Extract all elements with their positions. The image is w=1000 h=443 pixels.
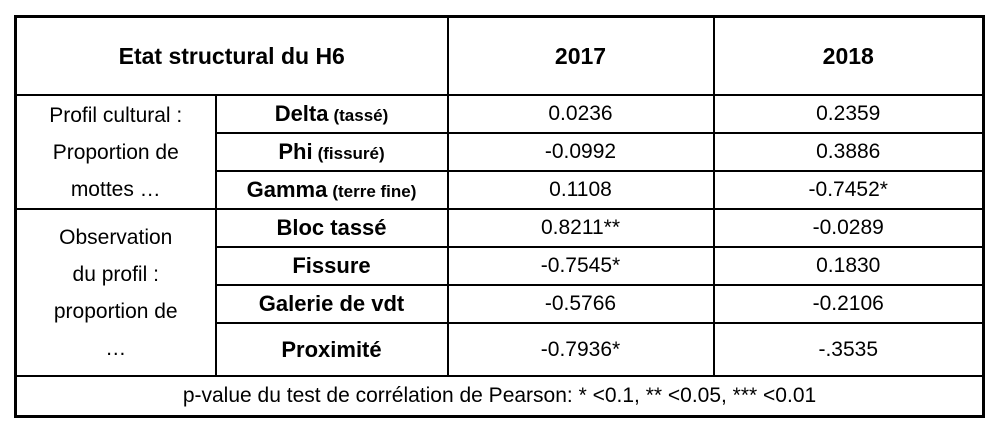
value-2017: -0.0992 — [446, 132, 715, 172]
column-header-2018: 2018 — [712, 15, 985, 96]
variable-cell-gamma: Gamma (terre fine) — [214, 170, 449, 210]
value-2017: 0.0236 — [446, 94, 715, 134]
value-2018: -0.7452* — [712, 170, 985, 210]
group-label-observation-profil: Observation du profil : proportion de … — [14, 208, 217, 377]
value-2018: -.3535 — [712, 322, 985, 377]
variable-name: Delta — [274, 101, 329, 126]
pvalue-legend: p-value du test de corrélation de Pearso… — [14, 375, 985, 418]
value-2017: -0.7545* — [446, 246, 715, 286]
variable-name: Fissure — [292, 253, 371, 278]
footer-row: p-value du test de corrélation de Pearso… — [14, 375, 985, 418]
variable-note: (fissuré) — [317, 144, 385, 163]
group-label-profil-cultural: Profil cultural : Proportion de mottes … — [14, 94, 217, 210]
value-2018: -0.0289 — [712, 208, 985, 248]
table-title: Etat structural du H6 — [14, 15, 449, 96]
table-row: Profil cultural : Proportion de mottes …… — [14, 94, 985, 210]
value-2018: -0.2106 — [712, 284, 985, 324]
table-row: Observation du profil : proportion de … … — [14, 208, 985, 377]
value-2017: 0.1108 — [446, 170, 715, 210]
variable-name: Phi — [278, 139, 313, 164]
value-2017: -0.7936* — [446, 322, 715, 377]
variable-note: (terre fine) — [332, 182, 417, 201]
value-2018: 0.2359 — [712, 94, 985, 134]
variable-cell-phi: Phi (fissuré) — [214, 132, 449, 172]
variable-cell-bloc-tasse: Bloc tassé — [214, 208, 449, 248]
table-row: Fissure -0.7545* 0.1830 — [16, 246, 985, 286]
value-2018: 0.3886 — [712, 132, 985, 172]
variable-cell-delta: Delta (tassé) — [214, 94, 449, 134]
variable-name: Gamma — [246, 177, 328, 202]
variable-note: (tassé) — [333, 106, 389, 125]
value-2017: -0.5766 — [446, 284, 715, 324]
variable-cell-fissure: Fissure — [214, 246, 449, 286]
variable-cell-galerie-de-vdt: Galerie de vdt — [214, 284, 449, 324]
table-row: Galerie de vdt -0.5766 -0.2106 — [16, 284, 985, 324]
table-row: Phi (fissuré) -0.0992 0.3886 — [16, 132, 985, 172]
variable-name: Proximité — [281, 336, 382, 362]
variable-name: Galerie de vdt — [258, 291, 405, 316]
correlation-table: Etat structural du H6 2017 2018 Profil c… — [14, 15, 985, 418]
table-row: Gamma (terre fine) 0.1108 -0.7452* — [16, 170, 985, 210]
value-2018: 0.1830 — [712, 246, 985, 286]
variable-cell-proximite: Proximité — [214, 322, 449, 377]
header-row: Etat structural du H6 2017 2018 — [14, 15, 985, 96]
variable-name: Bloc tassé — [276, 215, 387, 240]
column-header-2017: 2017 — [446, 15, 715, 96]
table-row: Proximité -0.7936* -.3535 — [16, 322, 985, 377]
value-2017: 0.8211** — [446, 208, 715, 248]
